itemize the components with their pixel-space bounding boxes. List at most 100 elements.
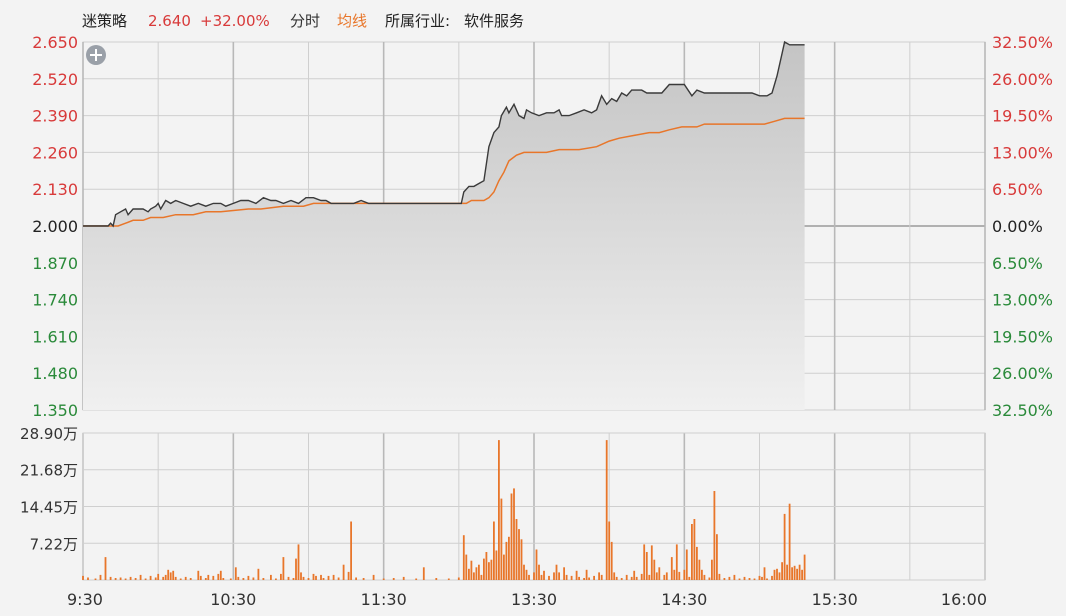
volume-bar bbox=[558, 572, 560, 580]
volume-bar bbox=[648, 574, 651, 580]
volume-bar bbox=[297, 544, 300, 580]
volume-bar bbox=[172, 570, 175, 580]
volume-bar bbox=[94, 578, 97, 580]
volume-bar bbox=[691, 524, 693, 580]
volume-bar bbox=[613, 572, 616, 580]
volume-bar bbox=[164, 574, 167, 580]
volume-bar bbox=[490, 559, 493, 580]
volume-bar bbox=[615, 576, 618, 580]
tab-avg[interactable]: 均线 bbox=[337, 12, 367, 30]
volume-bar bbox=[488, 562, 490, 580]
time-tick-label: 15:30 bbox=[812, 590, 858, 609]
volume-tick-label: 14.45万 bbox=[20, 499, 78, 517]
volume-bar bbox=[620, 578, 623, 580]
volume-bar bbox=[422, 567, 425, 580]
volume-tick-label: 21.68万 bbox=[20, 462, 78, 480]
volume-bar bbox=[129, 576, 132, 580]
volume-bar bbox=[718, 573, 721, 580]
volume-bar bbox=[748, 578, 751, 580]
volume-bar bbox=[798, 564, 801, 580]
volume-bar bbox=[207, 574, 210, 580]
volume-bar bbox=[114, 578, 117, 580]
volume-bar bbox=[362, 578, 365, 580]
volume-bar bbox=[588, 577, 590, 580]
volume-bar bbox=[212, 575, 215, 580]
volume-bar bbox=[327, 575, 330, 580]
volume-bar bbox=[282, 557, 285, 580]
volume-bar bbox=[222, 578, 225, 580]
volume-bar bbox=[655, 572, 658, 580]
volume-bar bbox=[538, 564, 540, 580]
volume-bar bbox=[593, 575, 595, 580]
volume-bar bbox=[322, 578, 325, 580]
volume-bar bbox=[415, 578, 418, 580]
right-tick-label: 13.00% bbox=[992, 291, 1053, 310]
volume-bar bbox=[605, 440, 608, 580]
volume-bar bbox=[723, 578, 726, 580]
volume-bar bbox=[728, 576, 731, 580]
volume-bar bbox=[342, 564, 345, 580]
plus-circle-icon[interactable] bbox=[86, 45, 106, 65]
right-tick-label: 26.00% bbox=[992, 70, 1053, 89]
volume-bar bbox=[608, 521, 611, 580]
volume-bar bbox=[307, 578, 310, 580]
volume-bar bbox=[653, 559, 656, 580]
tab-timeshare[interactable]: 分时 bbox=[290, 12, 320, 30]
volume-bar bbox=[169, 572, 172, 580]
average-line-path bbox=[83, 117, 805, 227]
volume-bar bbox=[708, 577, 711, 580]
left-price-axis: 2.650 2.520 2.390 2.260 2.130 2.000 1.870 1.740… bbox=[32, 33, 78, 420]
volume-bar bbox=[688, 576, 691, 580]
volume-bar bbox=[478, 564, 480, 580]
left-tick-label: 2.130 bbox=[32, 180, 78, 199]
left-tick-label: 1.610 bbox=[32, 327, 78, 346]
volume-bar bbox=[658, 567, 661, 580]
time-tick-label: 13:30 bbox=[511, 590, 557, 609]
volume-bar bbox=[548, 575, 550, 580]
right-tick-label: 19.50% bbox=[992, 107, 1053, 126]
volume-bar bbox=[771, 575, 773, 580]
volume-bar bbox=[625, 574, 628, 580]
volume-bar bbox=[565, 574, 568, 580]
volume-bar bbox=[144, 578, 147, 580]
volume-bar bbox=[468, 568, 470, 580]
left-tick-label: 2.000 bbox=[32, 217, 78, 236]
volume-bar bbox=[803, 554, 806, 580]
volume-bar bbox=[270, 574, 272, 580]
volume-bar bbox=[470, 560, 473, 580]
volume-bar bbox=[475, 567, 478, 580]
volume-tick-label: 7.22万 bbox=[30, 535, 78, 553]
volume-bar bbox=[650, 545, 653, 580]
volume-bar bbox=[600, 574, 603, 580]
volume-bar bbox=[229, 578, 232, 580]
volume-bar bbox=[473, 572, 475, 580]
volume-bar bbox=[673, 569, 676, 580]
volume-bar bbox=[237, 576, 240, 580]
volume-bar bbox=[184, 576, 187, 580]
time-axis: 9:30 10:30 11:30 13:30 14:30 15:30 16:00 bbox=[67, 590, 987, 609]
volume-bar bbox=[711, 559, 713, 580]
volume-bar bbox=[392, 578, 395, 580]
volume-bar bbox=[696, 546, 698, 580]
volume-bar bbox=[766, 578, 768, 580]
volume-bar bbox=[493, 521, 495, 580]
volume-bar bbox=[743, 576, 746, 580]
volume-bar bbox=[302, 576, 305, 580]
industry-label: 所属行业: bbox=[385, 12, 450, 30]
volume-bar bbox=[402, 576, 405, 580]
volume-bar bbox=[540, 574, 543, 580]
volume-bar bbox=[483, 558, 485, 580]
price-line-path bbox=[83, 40, 805, 228]
volume-bar bbox=[149, 575, 152, 580]
volume-bar bbox=[555, 564, 558, 580]
volume-bar bbox=[435, 578, 438, 580]
volume-bar bbox=[347, 571, 350, 580]
right-tick-label: 26.00% bbox=[992, 364, 1053, 383]
volume-bar bbox=[139, 574, 142, 580]
volume-bar bbox=[154, 577, 157, 580]
industry-value: 软件服务 bbox=[464, 12, 524, 30]
right-tick-label: 19.50% bbox=[992, 327, 1053, 346]
volume-bar bbox=[350, 521, 352, 580]
volume-bar bbox=[204, 578, 207, 580]
